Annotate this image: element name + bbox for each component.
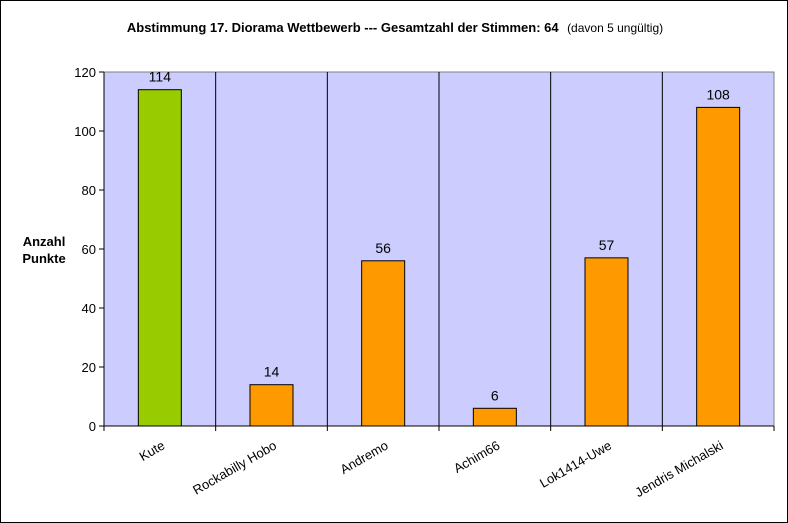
category-label: Lok1414-Uwe <box>537 438 614 491</box>
category-label: Achim66 <box>451 438 502 476</box>
bar-lok1414-uwe <box>584 257 629 427</box>
y-tick-label: 0 <box>89 419 96 434</box>
bar-jendris-michalski <box>696 106 741 427</box>
y-tick-label: 80 <box>82 183 96 198</box>
bar-kute <box>137 89 182 427</box>
y-tick-label: 120 <box>74 65 96 80</box>
bar-andremo <box>361 260 406 427</box>
data-label: 108 <box>706 86 730 102</box>
y-axis: 0 20 40 60 80 100 120 <box>74 65 105 434</box>
chart-title-suffix: (davon 5 ungültig) <box>567 21 663 35</box>
data-label: 6 <box>491 387 499 403</box>
category-label: Jendris Michalski <box>632 438 725 501</box>
y-tick-label: 20 <box>82 360 96 375</box>
y-axis-label-line-2: Punkte <box>22 251 65 266</box>
data-label: 14 <box>264 364 280 380</box>
data-label: 57 <box>599 237 615 253</box>
bar-rockabilly-hobo <box>249 384 294 427</box>
chart-title-main: Abstimmung 17. Diorama Wettbewerb --- Ge… <box>127 20 560 35</box>
x-axis: Kute Rockabilly Hobo Andremo Achim66 Lok1414… <box>103 425 775 501</box>
y-tick-label: 60 <box>82 242 96 257</box>
y-tick-label: 100 <box>74 124 96 139</box>
category-label: Rockabilly Hobo <box>190 438 279 498</box>
category-label: Andremo <box>337 438 390 477</box>
y-axis-label-line-1: Anzahl <box>23 234 66 249</box>
bar-achim66 <box>472 407 517 427</box>
bars-group <box>137 89 741 427</box>
data-label: 56 <box>375 240 391 256</box>
category-label: Kute <box>137 438 168 464</box>
y-tick-label: 40 <box>82 301 96 316</box>
category-separators <box>215 72 663 426</box>
data-label: 114 <box>149 69 172 85</box>
data-labels-group: 114 14 56 6 57 108 <box>149 69 730 404</box>
chart-title: Abstimmung 17. Diorama Wettbewerb --- Ge… <box>127 19 663 36</box>
